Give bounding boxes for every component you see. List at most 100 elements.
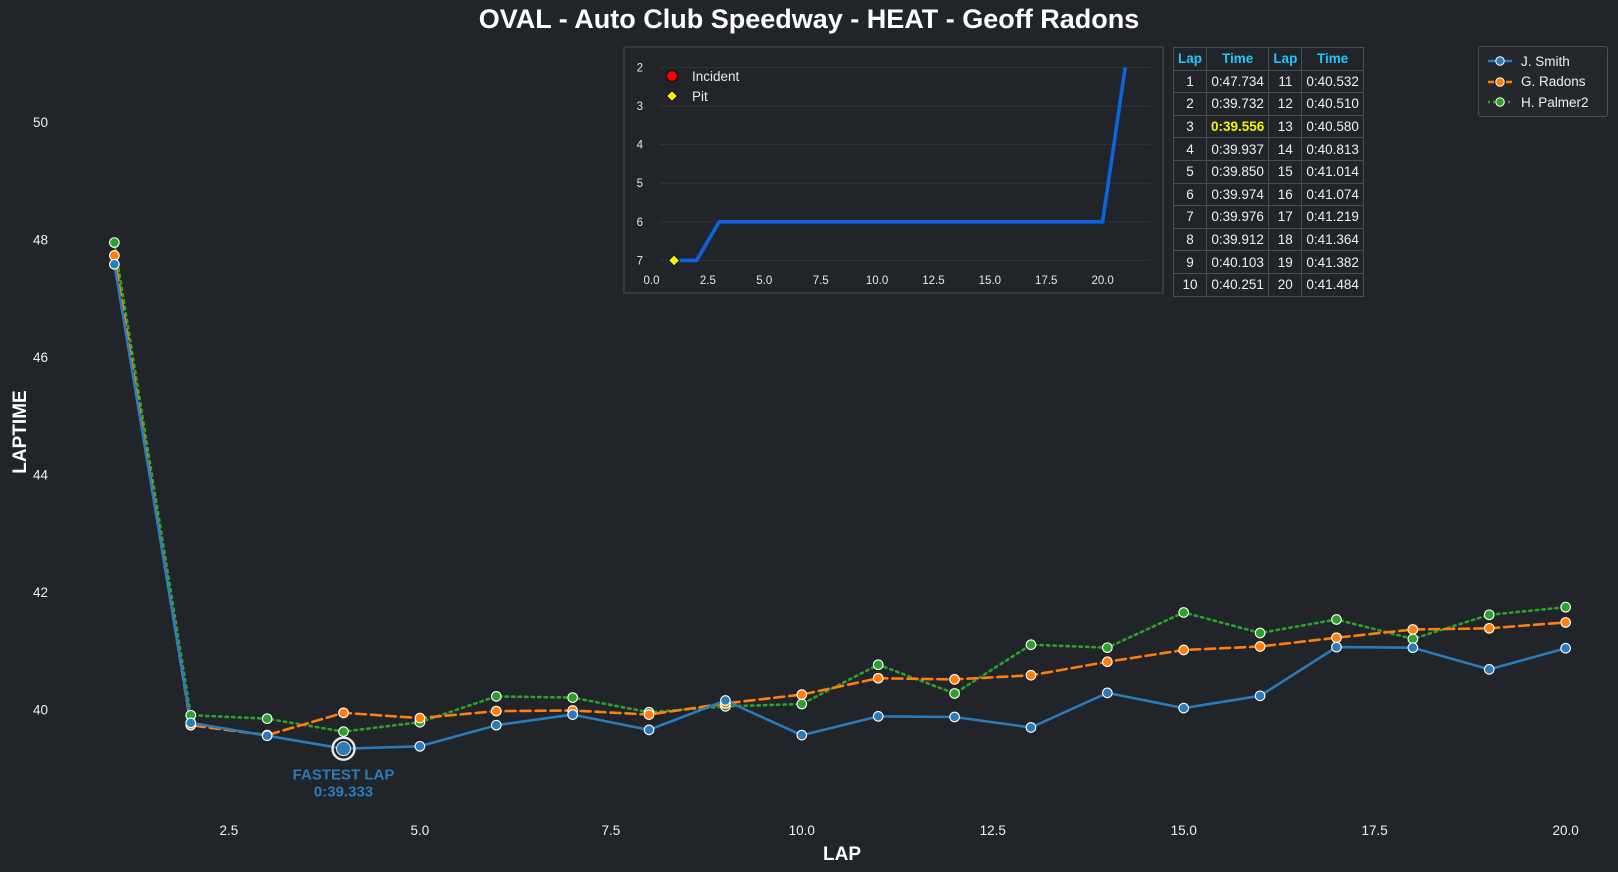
time-cell: 0:41.484 <box>1301 272 1364 297</box>
data-point <box>109 250 120 261</box>
data-point <box>1407 633 1419 645</box>
lap-cell: 9 <box>1172 250 1208 274</box>
data-point <box>872 659 884 671</box>
lap-cell: 3 <box>1172 114 1208 139</box>
time-cell: 0:40.510 <box>1301 92 1364 116</box>
data-point <box>1101 656 1113 668</box>
table-row: 7 0:39.976 17 0:41.219 <box>1172 205 1364 229</box>
data-point <box>949 688 960 699</box>
legend-item: G. Radons <box>1479 72 1607 93</box>
legend-swatch <box>1488 77 1512 87</box>
data-point <box>796 698 808 710</box>
table-header-time: Time <box>1206 47 1270 71</box>
data-point <box>1178 644 1190 656</box>
data-point <box>643 724 655 736</box>
time-cell: 0:39.974 <box>1206 182 1270 207</box>
data-point <box>1025 722 1037 733</box>
data-point <box>949 711 960 723</box>
x-tick-label: 10.0 <box>789 823 815 838</box>
data-point <box>1101 642 1113 654</box>
data-point <box>1560 642 1571 654</box>
time-cell: 0:40.532 <box>1301 69 1364 94</box>
data-point <box>1025 669 1037 681</box>
data-point <box>1254 641 1266 652</box>
data-point <box>185 717 197 729</box>
data-point <box>1101 687 1113 699</box>
x-tick-label: 2.5 <box>220 823 239 838</box>
data-point <box>872 711 884 722</box>
y-tick-label: 40 <box>33 702 48 717</box>
data-point <box>1331 614 1342 625</box>
lap-cell: 15 <box>1268 159 1303 184</box>
fastest-lap-marker <box>331 736 356 761</box>
lap-cell: 14 <box>1268 137 1303 161</box>
time-cell: 0:40.580 <box>1301 114 1364 139</box>
data-point <box>414 712 426 724</box>
lap-cell: 18 <box>1268 227 1303 252</box>
chart-legend: J. Smith G. Radons H. Palmer2 <box>1478 46 1608 117</box>
y-tick-label: 50 <box>33 115 48 130</box>
data-point <box>796 689 808 700</box>
lap-cell: 1 <box>1172 69 1208 94</box>
lap-cell: 4 <box>1172 137 1208 161</box>
time-cell: 0:41.219 <box>1301 205 1364 229</box>
fastest-lap-value: 0:39.333 <box>314 784 373 801</box>
data-point <box>567 709 579 720</box>
table-row: 2 0:39.732 12 0:40.510 <box>1172 92 1364 116</box>
data-point <box>490 705 502 717</box>
data-point <box>414 740 426 752</box>
lap-cell: 6 <box>1172 182 1208 207</box>
lap-cell: 5 <box>1172 159 1208 184</box>
data-point <box>1025 639 1037 651</box>
data-point <box>261 730 273 742</box>
time-cell: 0:47.734 <box>1206 69 1270 94</box>
lap-cell: 20 <box>1268 272 1303 297</box>
data-point <box>1178 702 1190 714</box>
data-point <box>567 692 579 703</box>
x-tick-label: 20.0 <box>1552 823 1578 838</box>
table-header-row: Lap Time Lap Time <box>1172 47 1364 71</box>
data-point <box>1560 601 1571 613</box>
data-point <box>643 709 655 720</box>
lap-cell: 7 <box>1172 205 1208 229</box>
time-cell: 0:40.813 <box>1301 137 1364 161</box>
legend-label: H. Palmer2 <box>1521 94 1589 110</box>
y-tick-label: 42 <box>33 585 48 600</box>
table-header-lap: Lap <box>1172 47 1208 71</box>
fastest-lap-point <box>336 741 352 757</box>
lap-cell: 16 <box>1268 182 1303 207</box>
lap-cell: 17 <box>1268 205 1303 229</box>
series-line-j-smith <box>113 262 1567 751</box>
time-cell: 0:39.912 <box>1206 227 1270 252</box>
table-row: 1 0:47.734 11 0:40.532 <box>1172 69 1364 94</box>
lap-cell: 11 <box>1268 69 1303 94</box>
legend-swatch <box>1488 97 1512 107</box>
time-cell: 0:39.556 <box>1206 114 1270 139</box>
x-tick-label: 15.0 <box>1171 823 1197 838</box>
data-point <box>1483 664 1495 675</box>
data-point <box>490 719 502 731</box>
data-point <box>1483 622 1495 634</box>
time-cell: 0:41.014 <box>1301 159 1364 184</box>
x-tick-label: 5.0 <box>411 823 430 838</box>
time-cell: 0:41.364 <box>1301 227 1364 252</box>
time-cell: 0:39.850 <box>1206 159 1270 184</box>
data-point <box>796 729 808 741</box>
y-tick-label: 48 <box>33 233 48 248</box>
x-tick-label: 17.5 <box>1362 823 1388 838</box>
fastest-lap-label: FASTEST LAP <box>293 767 395 784</box>
x-axis-label: LAP <box>823 844 861 865</box>
data-point <box>872 672 884 684</box>
data-point <box>949 674 960 685</box>
data-point <box>1407 624 1419 635</box>
table-row: 6 0:39.974 16 0:41.074 <box>1172 182 1364 207</box>
data-point <box>1483 609 1495 621</box>
data-point <box>109 237 120 248</box>
table-row: 4 0:39.937 14 0:40.813 <box>1172 137 1364 161</box>
table-row: 10 0:40.251 20 0:41.484 <box>1172 272 1364 297</box>
data-point <box>109 258 120 270</box>
data-point <box>1178 607 1190 618</box>
table-row: 3 0:39.556 13 0:40.580 <box>1172 114 1364 139</box>
data-point <box>1254 627 1266 639</box>
